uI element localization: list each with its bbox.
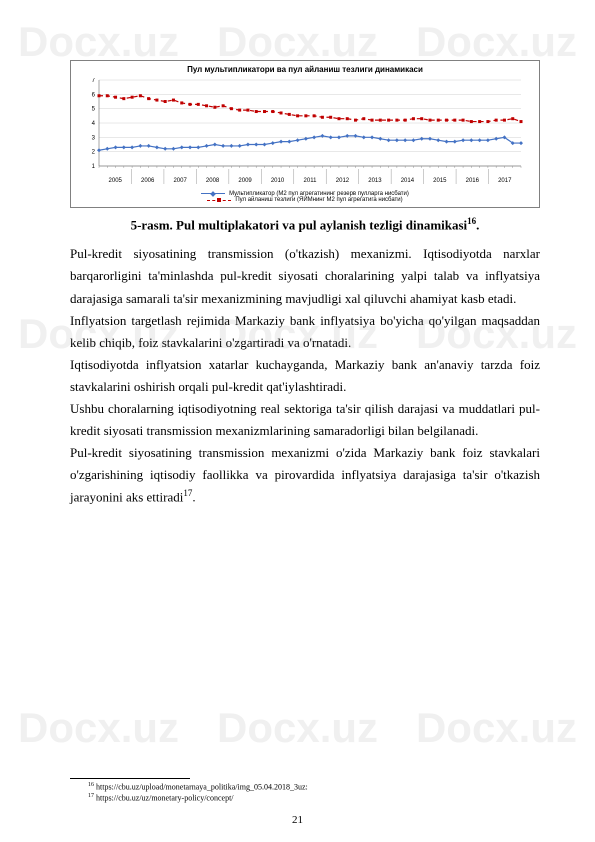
legend-item: Пул айланиш тезлиги (ЯИМнинг М2 пул агре… <box>207 197 402 203</box>
paragraph-text: Pul-kredit siyosatining transmission mex… <box>70 445 540 505</box>
footnote: 17 https://cbu.uz/uz/monetary-policy/con… <box>70 793 540 804</box>
footnote-ref: 17 <box>183 488 192 498</box>
svg-text:2014: 2014 <box>401 178 415 184</box>
caption-text: 5-rasm. Pul multiplakatori va pul aylani… <box>131 217 468 232</box>
footnote-text: https://cbu.uz/upload/monetarnaya_politi… <box>96 783 308 792</box>
line-chart: 1234567200520062007200820092010201120122… <box>77 78 525 188</box>
svg-text:2010: 2010 <box>271 178 285 184</box>
footnotes: 16 https://cbu.uz/upload/monetarnaya_pol… <box>70 778 540 804</box>
legend-label: Мультипликатор (М2 пул агрегатининг резе… <box>229 191 409 197</box>
paragraph: Inflyatsion targetlash rejimida Markaziy… <box>70 310 540 354</box>
svg-text:2017: 2017 <box>498 178 512 184</box>
page: Пул мультипликатори ва пул айланиш тезли… <box>0 0 595 842</box>
svg-text:2015: 2015 <box>433 178 447 184</box>
svg-text:2011: 2011 <box>304 178 318 184</box>
svg-text:2006: 2006 <box>141 178 155 184</box>
chart-container: Пул мультипликатори ва пул айланиш тезли… <box>70 60 540 208</box>
svg-text:2008: 2008 <box>206 178 220 184</box>
paragraph: Pul-kredit siyosatining transmission (o'… <box>70 243 540 309</box>
legend-label: Пул айланиш тезлиги (ЯИМнинг М2 пул агре… <box>235 197 402 203</box>
paragraph: Ushbu choralarning iqtisodiyotning real … <box>70 398 540 442</box>
figure-caption: 5-rasm. Pul multiplakatori va pul aylani… <box>70 216 540 233</box>
paragraph-text: . <box>192 490 195 505</box>
svg-text:2005: 2005 <box>109 178 123 184</box>
page-number: 21 <box>292 814 303 826</box>
caption-ref: 16 <box>467 216 476 226</box>
svg-text:2007: 2007 <box>173 178 187 184</box>
svg-text:2009: 2009 <box>238 178 252 184</box>
paragraph: Pul-kredit siyosatining transmission mex… <box>70 442 540 509</box>
body-text: Pul-kredit siyosatining transmission (o'… <box>70 243 540 508</box>
chart-legend: Мультипликатор (М2 пул агрегатининг резе… <box>77 188 533 205</box>
svg-text:2012: 2012 <box>336 178 350 184</box>
footnote-rule <box>70 778 190 779</box>
caption-suffix: . <box>476 217 479 232</box>
footnote-num: 17 <box>88 793 94 799</box>
svg-text:2016: 2016 <box>466 178 480 184</box>
legend-item: Мультипликатор (М2 пул агрегатининг резе… <box>201 191 409 197</box>
svg-text:2013: 2013 <box>368 178 382 184</box>
paragraph: Iqtisodiyotda inflyatsion xatarlar kucha… <box>70 354 540 398</box>
footnote-text: https://cbu.uz/uz/monetary-policy/concep… <box>96 794 234 803</box>
chart-title: Пул мультипликатори ва пул айланиш тезли… <box>77 65 533 74</box>
footnote: 16 https://cbu.uz/upload/monetarnaya_pol… <box>70 782 540 793</box>
footnote-num: 16 <box>88 782 94 788</box>
